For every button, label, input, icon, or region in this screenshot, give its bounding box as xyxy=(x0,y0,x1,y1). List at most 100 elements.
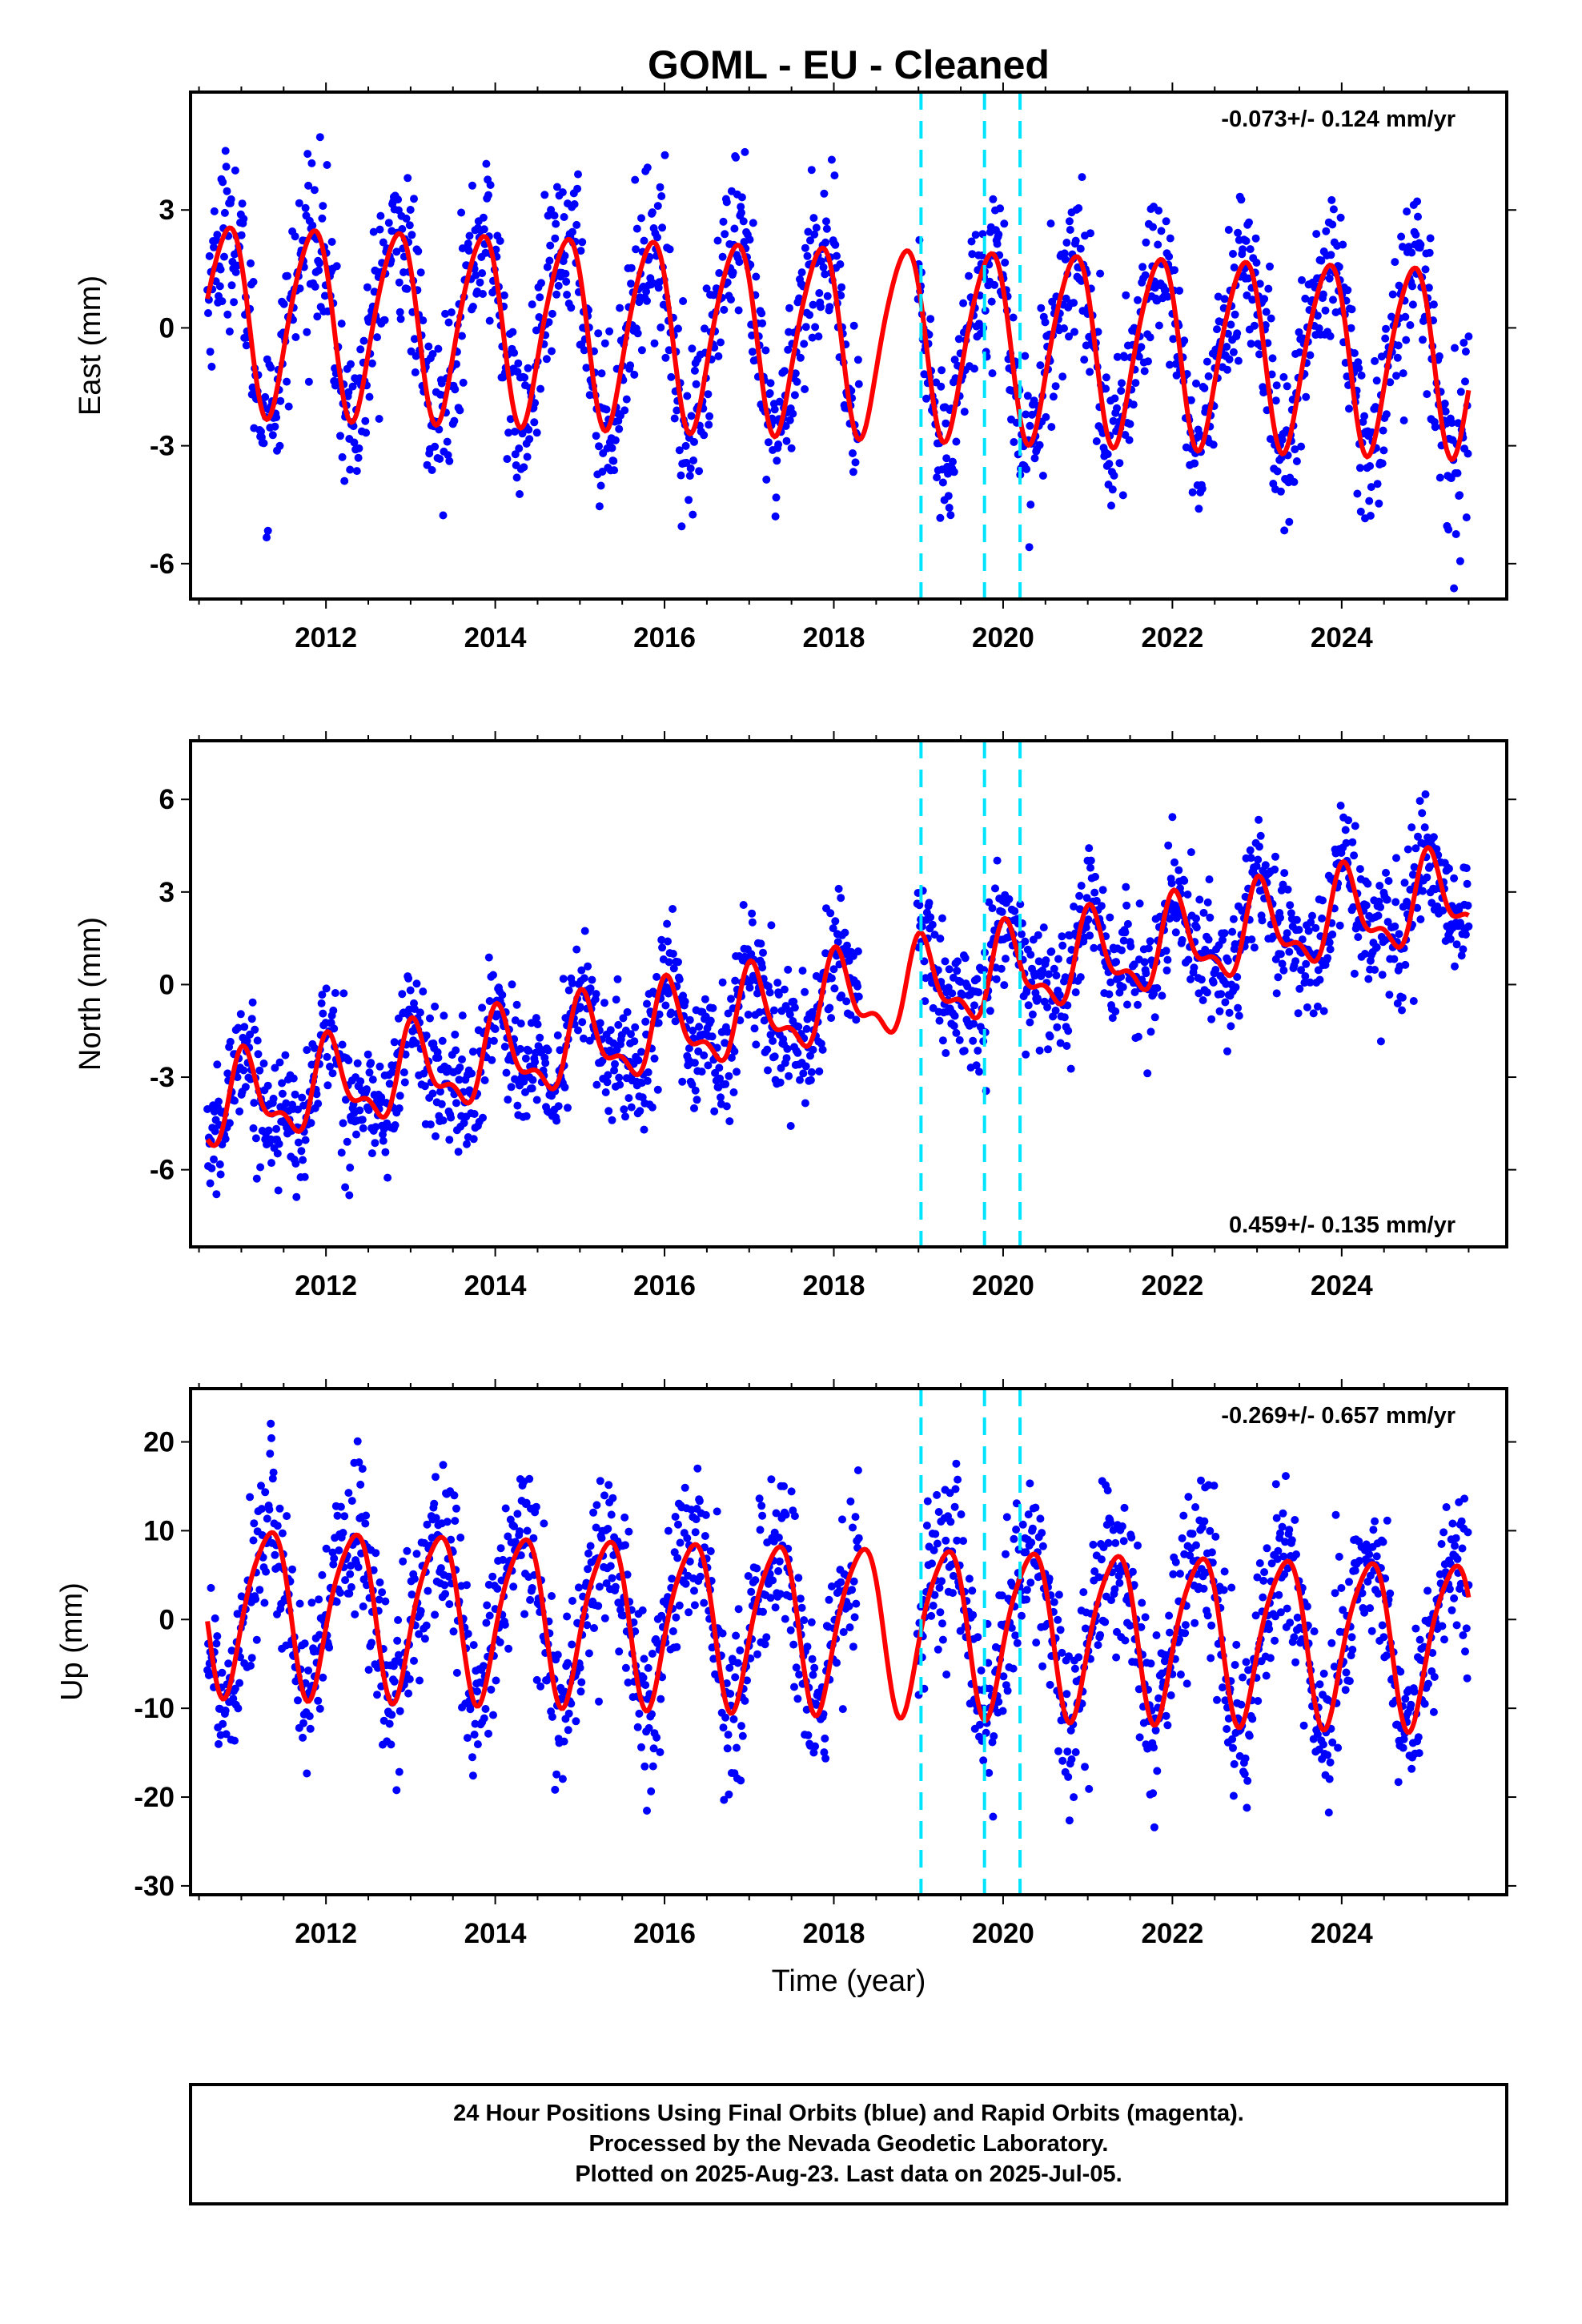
east-point xyxy=(1248,296,1257,304)
east-point xyxy=(472,271,480,279)
up-point xyxy=(1107,1596,1115,1605)
north-point xyxy=(1042,956,1050,965)
east-point xyxy=(689,510,697,519)
up-point xyxy=(1126,1621,1134,1630)
north-point xyxy=(1298,935,1307,944)
north-point xyxy=(1144,944,1153,953)
north-point xyxy=(292,1192,301,1201)
north-point xyxy=(401,1050,410,1059)
east-point xyxy=(1394,341,1403,350)
east-point xyxy=(496,236,504,245)
up-point xyxy=(468,1771,477,1780)
up-point xyxy=(456,1534,465,1542)
up-point xyxy=(548,1712,556,1721)
up-point xyxy=(620,1513,629,1522)
north-point xyxy=(319,1009,327,1018)
north-xtick-label: 2024 xyxy=(1311,1270,1373,1301)
east-point xyxy=(631,175,640,184)
east-point xyxy=(1192,379,1200,388)
east-point xyxy=(272,413,281,422)
east-point xyxy=(748,348,757,356)
east-point xyxy=(220,208,229,217)
north-point xyxy=(440,1011,448,1020)
up-point xyxy=(224,1659,233,1668)
up-point xyxy=(1031,1503,1040,1512)
up-point xyxy=(1062,1690,1071,1699)
east-point xyxy=(1262,308,1271,316)
up-point xyxy=(1137,1622,1146,1631)
east-point xyxy=(1062,294,1070,303)
up-point xyxy=(410,1656,418,1665)
up-point xyxy=(1184,1493,1193,1502)
up-point xyxy=(390,1677,399,1686)
up-point xyxy=(998,1707,1007,1715)
up-point xyxy=(845,1602,853,1610)
east-point xyxy=(809,214,818,223)
north-point xyxy=(1044,970,1053,979)
north-point xyxy=(1122,883,1130,891)
up-point xyxy=(568,1597,576,1605)
north-point xyxy=(1199,908,1208,917)
up-point xyxy=(733,1743,741,1752)
east-point xyxy=(484,191,492,199)
north-point xyxy=(1410,862,1419,871)
up-point xyxy=(260,1598,269,1607)
east-point xyxy=(1126,420,1134,428)
north-point xyxy=(1130,988,1139,996)
north-point xyxy=(1335,921,1344,930)
north-point xyxy=(1061,973,1070,982)
east-point xyxy=(729,268,737,277)
north-point xyxy=(312,1090,321,1099)
north-point xyxy=(236,1010,245,1019)
up-point xyxy=(361,1519,370,1528)
east-point xyxy=(730,224,739,233)
north-point xyxy=(767,921,776,930)
up-point xyxy=(1273,1554,1282,1563)
north-point xyxy=(715,1063,724,1072)
up-point xyxy=(1169,1570,1178,1578)
east-point xyxy=(1453,468,1462,477)
north-point xyxy=(1024,1001,1033,1010)
north-point xyxy=(451,1030,460,1039)
north-point xyxy=(1308,911,1316,920)
up-point xyxy=(724,1731,733,1739)
east-point xyxy=(1431,423,1439,432)
up-point xyxy=(373,1691,381,1699)
up-point xyxy=(405,1675,414,1683)
north-point xyxy=(1211,966,1220,974)
up-point xyxy=(809,1748,818,1757)
east-point xyxy=(1233,329,1242,338)
east-point xyxy=(801,243,809,252)
up-point xyxy=(470,1731,479,1739)
east-point xyxy=(1251,234,1260,243)
east-point xyxy=(373,333,381,342)
north-point xyxy=(953,967,962,975)
east-point xyxy=(414,247,423,255)
up-point xyxy=(265,1506,274,1514)
east-point xyxy=(942,454,951,463)
up-point xyxy=(1149,1789,1158,1798)
north-point xyxy=(998,907,1006,916)
east-point xyxy=(439,511,448,520)
up-point xyxy=(420,1634,429,1643)
north-point xyxy=(915,901,924,910)
north-point xyxy=(206,1179,215,1188)
east-point xyxy=(396,315,405,324)
up-point xyxy=(776,1590,785,1598)
north-point xyxy=(234,1023,243,1032)
up-point xyxy=(1179,1511,1188,1520)
north-point xyxy=(1108,1014,1117,1023)
east-point xyxy=(283,271,291,280)
up-point xyxy=(329,1560,338,1569)
east-point xyxy=(479,290,487,298)
east-point xyxy=(661,353,670,362)
east-point xyxy=(411,368,420,376)
up-point xyxy=(558,1775,567,1783)
east-point xyxy=(954,335,963,344)
north-point xyxy=(344,1056,353,1065)
up-point xyxy=(576,1687,585,1696)
up-point xyxy=(1038,1529,1046,1538)
north-point xyxy=(256,1163,265,1172)
east-point xyxy=(1108,485,1117,494)
north-point xyxy=(1247,935,1256,944)
